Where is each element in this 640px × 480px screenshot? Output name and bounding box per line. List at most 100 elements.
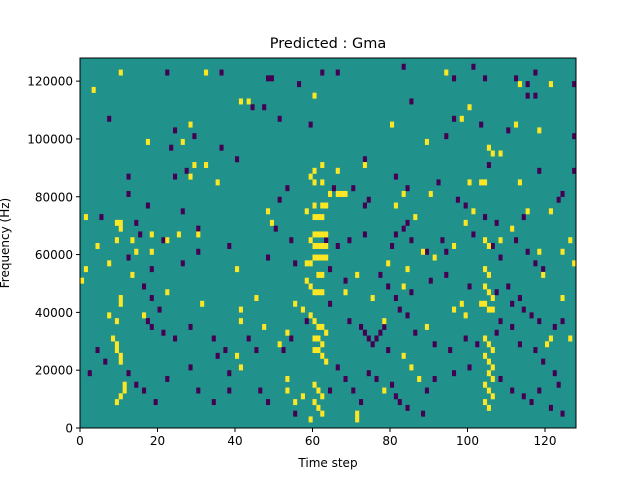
heatmap-cell-high bbox=[235, 352, 240, 359]
heatmap-cell-high bbox=[114, 219, 119, 226]
heatmap-cell-low bbox=[444, 133, 449, 140]
heatmap-cell-low bbox=[235, 156, 240, 163]
heatmap-cell-low bbox=[510, 387, 515, 394]
heatmap-cell-high bbox=[316, 254, 321, 261]
heatmap-cell-low bbox=[335, 243, 340, 249]
heatmap-cell-high bbox=[238, 306, 243, 313]
heatmap-cell-low bbox=[393, 295, 398, 302]
heatmap-cell-high bbox=[572, 260, 577, 267]
heatmap-cell-low bbox=[285, 185, 290, 192]
heatmap-cell-low bbox=[386, 347, 391, 354]
heatmap-cell-high bbox=[118, 295, 123, 302]
heatmap-cell-high bbox=[490, 295, 495, 302]
heatmap-cell-high bbox=[324, 358, 329, 365]
heatmap-cell-low bbox=[393, 231, 398, 238]
heatmap-cell-low bbox=[444, 248, 449, 255]
heatmap-cell-low bbox=[514, 237, 519, 244]
heatmap-cell-low bbox=[475, 341, 480, 348]
heatmap-cell-high bbox=[548, 81, 553, 88]
heatmap-cell-high bbox=[417, 375, 422, 382]
heatmap-cell-low bbox=[533, 92, 538, 99]
heatmap-cell-low bbox=[517, 341, 522, 348]
heatmap-cell-high bbox=[200, 300, 205, 307]
heatmap-cell-low bbox=[304, 318, 309, 325]
heatmap-cell-low bbox=[397, 306, 402, 313]
heatmap-cell-low bbox=[541, 358, 546, 365]
heatmap-cell-low bbox=[525, 248, 530, 255]
heatmap-cell-low bbox=[405, 404, 410, 411]
heatmap-cell-low bbox=[428, 277, 433, 284]
heatmap-cell-low bbox=[409, 237, 414, 244]
heatmap-cell-low bbox=[196, 387, 201, 394]
heatmap-cell-high bbox=[459, 300, 464, 307]
heatmap-cell-low bbox=[572, 133, 577, 140]
heatmap-cell-low bbox=[548, 404, 553, 411]
heatmap-cell-low bbox=[351, 387, 356, 394]
heatmap-cell-low bbox=[142, 387, 147, 394]
x-axis-label: Time step bbox=[297, 456, 357, 470]
heatmap-cell-high bbox=[382, 318, 387, 325]
heatmap-cell-low bbox=[149, 266, 154, 273]
heatmap-cell-high bbox=[269, 219, 274, 226]
heatmap-cell-high bbox=[312, 243, 317, 249]
heatmap-cell-high bbox=[316, 271, 321, 278]
heatmap-cell-low bbox=[254, 347, 259, 354]
heatmap-cell-low bbox=[490, 243, 495, 249]
heatmap-cell-low bbox=[262, 104, 267, 111]
heatmap-cell-low bbox=[157, 306, 162, 313]
heatmap-cell-high bbox=[459, 115, 464, 122]
heatmap-cell-low bbox=[514, 75, 519, 82]
heatmap-cell-high bbox=[312, 92, 317, 99]
heatmap-cell-low bbox=[359, 399, 364, 406]
x-tick-label: 0 bbox=[76, 434, 84, 448]
heatmap-cell-low bbox=[165, 375, 170, 382]
heatmap-cell-low bbox=[378, 271, 383, 278]
heatmap-cell-high bbox=[320, 323, 325, 330]
heatmap-cell-low bbox=[126, 190, 131, 197]
heatmap-cell-high bbox=[300, 306, 305, 313]
heatmap-cell-high bbox=[312, 254, 317, 261]
heatmap-cell-high bbox=[486, 387, 491, 394]
heatmap-cell-high bbox=[467, 104, 472, 111]
heatmap-cell-low bbox=[455, 196, 460, 203]
heatmap-cell-high bbox=[479, 179, 484, 186]
heatmap-cell-high bbox=[382, 387, 387, 394]
heatmap-cell-high bbox=[149, 231, 154, 238]
heatmap-cell-low bbox=[366, 335, 371, 342]
heatmap-cell-high bbox=[483, 300, 488, 307]
heatmap-cell-high bbox=[192, 162, 197, 169]
heatmap-cell-low bbox=[173, 335, 178, 342]
heatmap-cell-low bbox=[572, 167, 577, 174]
heatmap-cell-high bbox=[122, 381, 127, 388]
heatmap-cell-low bbox=[362, 156, 367, 163]
heatmap-cell-high bbox=[304, 260, 309, 267]
heatmap-cell-low bbox=[149, 295, 154, 302]
heatmap-cell-low bbox=[424, 248, 429, 255]
heatmap-cell-high bbox=[320, 179, 325, 186]
heatmap-cells bbox=[80, 63, 577, 423]
heatmap-cell-high bbox=[91, 86, 96, 93]
heatmap-cell-low bbox=[401, 63, 406, 70]
heatmap-cell-low bbox=[161, 237, 166, 244]
heatmap-cell-high bbox=[304, 208, 309, 215]
heatmap-cell-high bbox=[176, 231, 181, 238]
heatmap-cell-high bbox=[118, 300, 123, 307]
heatmap-cell-low bbox=[258, 387, 263, 394]
heatmap-cell-low bbox=[401, 225, 406, 232]
heatmap-cell-low bbox=[211, 335, 216, 342]
heatmap-cell-low bbox=[506, 283, 511, 290]
heatmap-cell-high bbox=[312, 214, 317, 221]
heatmap-cell-low bbox=[529, 399, 534, 406]
heatmap-cell-low bbox=[366, 370, 371, 377]
heatmap-cell-low bbox=[343, 375, 348, 382]
heatmap-cell-low bbox=[347, 318, 352, 325]
heatmap-cell-high bbox=[355, 410, 360, 417]
heatmap-cell-low bbox=[266, 75, 271, 82]
heatmap-cell-low bbox=[510, 300, 515, 307]
heatmap-cell-low bbox=[266, 254, 271, 261]
heatmap-cell-high bbox=[370, 295, 375, 302]
heatmap-cell-low bbox=[448, 347, 453, 354]
x-tick-label: 100 bbox=[456, 434, 479, 448]
x-tick-label: 120 bbox=[534, 434, 557, 448]
